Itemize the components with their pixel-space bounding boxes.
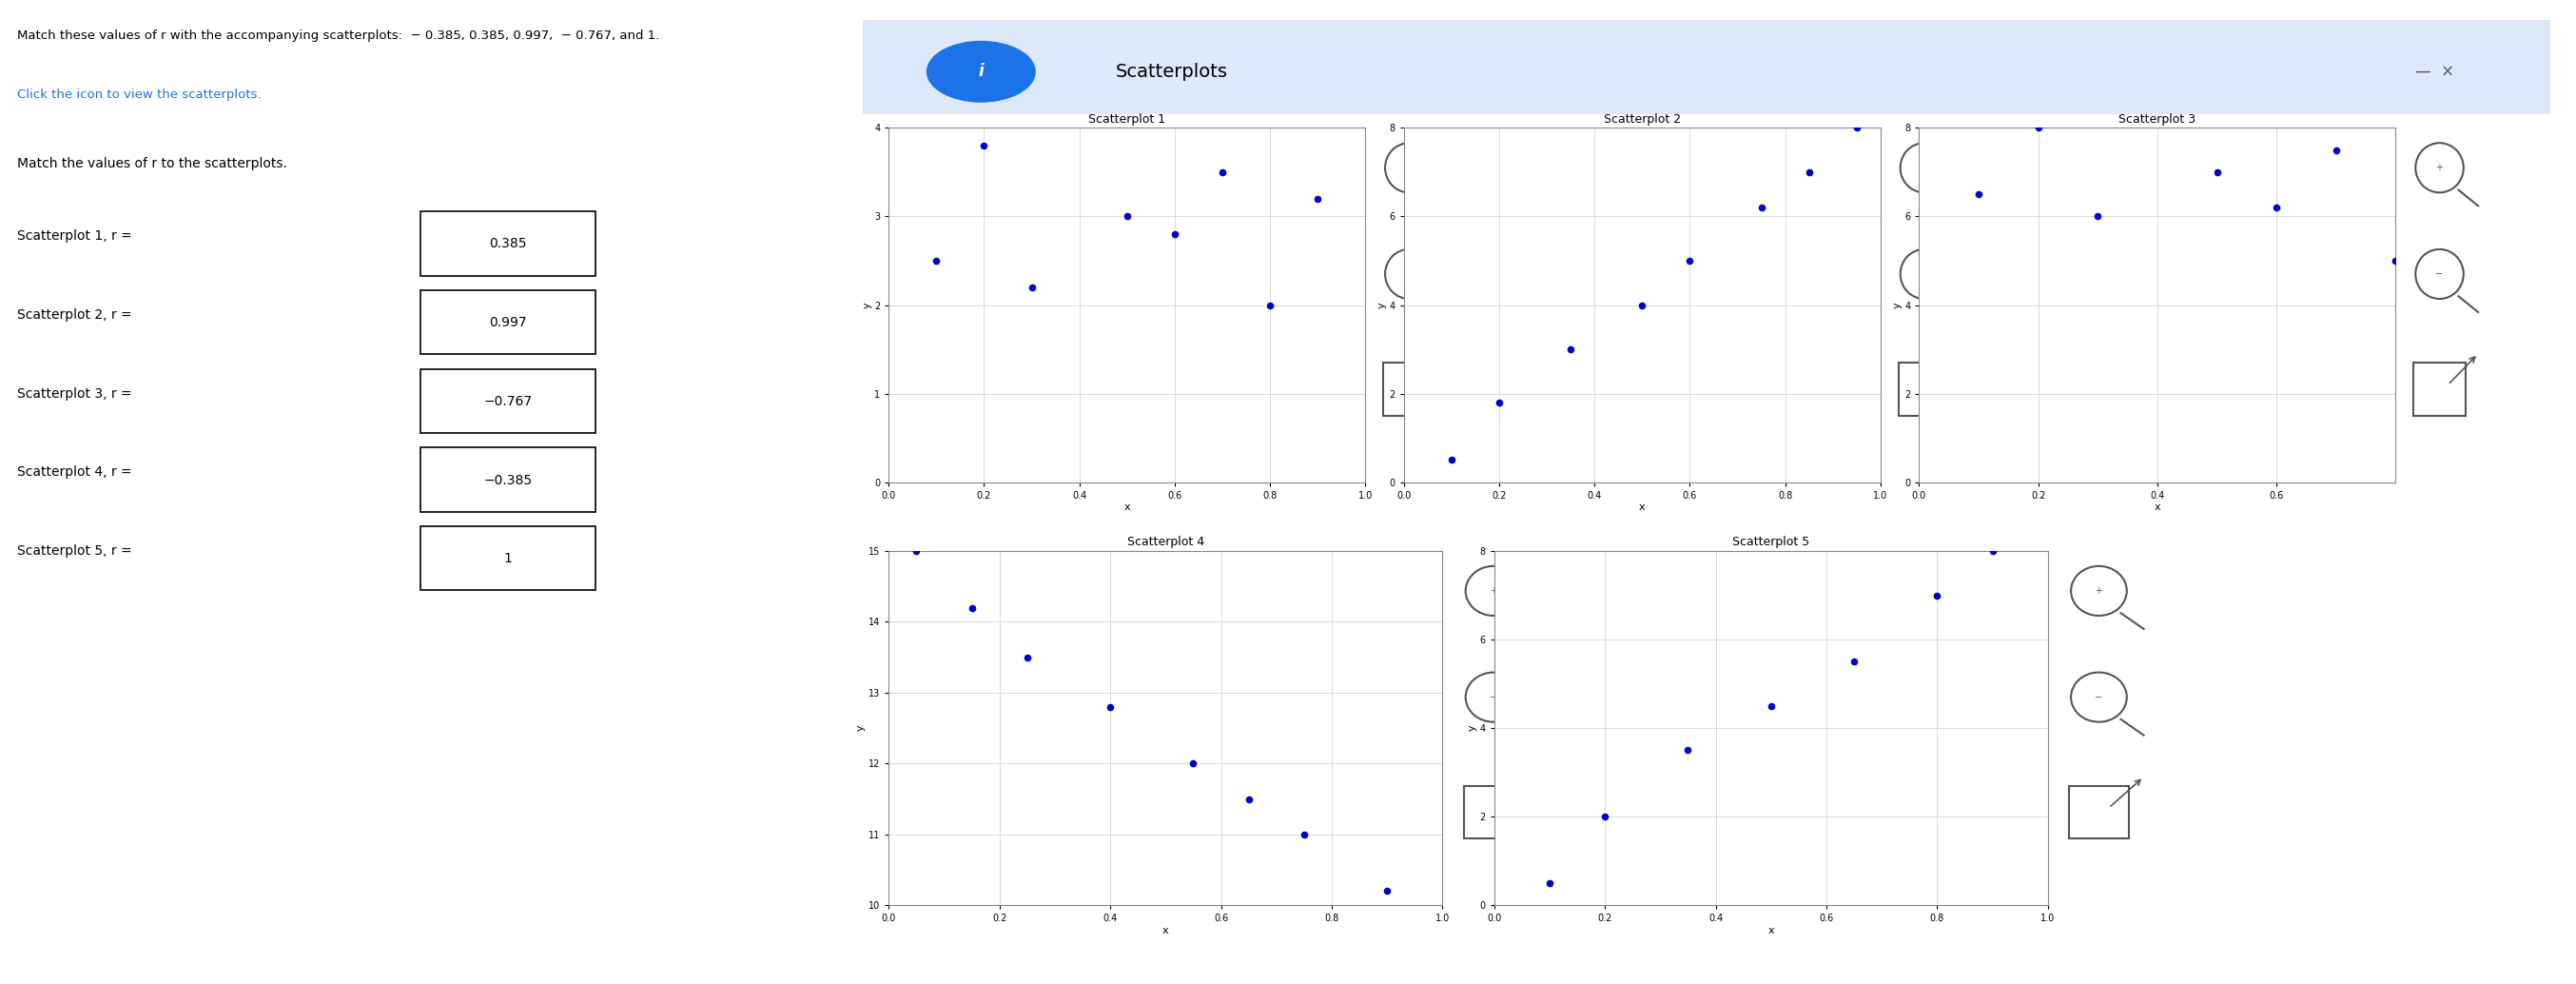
FancyBboxPatch shape [420, 290, 595, 354]
Text: Match these values of r with the accompanying scatterplots:  − 0.385, 0.385, 0.9: Match these values of r with the accompa… [18, 30, 659, 42]
Point [1283, 827, 1324, 842]
Text: −0.385: −0.385 [484, 473, 533, 487]
Point [1958, 186, 1999, 202]
Point [1973, 543, 2014, 559]
Title: Scatterplot 4: Scatterplot 4 [1128, 536, 1203, 549]
Point [1249, 297, 1291, 313]
Title: Scatterplot 3: Scatterplot 3 [2120, 113, 2195, 126]
Point [1669, 253, 1710, 269]
Point [1365, 884, 1406, 899]
Point [2197, 164, 2239, 180]
Point [1667, 742, 1708, 758]
Point [2375, 253, 2416, 269]
Point [917, 253, 958, 269]
Text: Scatterplots: Scatterplots [1115, 63, 1229, 81]
X-axis label: x: x [1123, 503, 1131, 513]
Text: Scatterplot 1, r =: Scatterplot 1, r = [18, 229, 131, 243]
Point [1479, 395, 1520, 410]
FancyBboxPatch shape [863, 20, 2550, 114]
X-axis label: x: x [2154, 503, 2161, 513]
Y-axis label: y: y [863, 302, 871, 308]
Point [2316, 142, 2357, 157]
Point [1108, 209, 1149, 224]
Text: Click the icon to view the scatterplots.: Click the icon to view the scatterplots. [18, 89, 263, 101]
FancyBboxPatch shape [420, 448, 595, 512]
Y-axis label: y: y [1378, 302, 1386, 308]
FancyBboxPatch shape [420, 212, 595, 276]
Y-axis label: y: y [855, 725, 866, 731]
Title: Scatterplot 2: Scatterplot 2 [1605, 113, 1680, 126]
Point [951, 600, 992, 616]
Text: 0.385: 0.385 [489, 237, 526, 251]
Title: Scatterplot 1: Scatterplot 1 [1090, 113, 1164, 126]
Point [1837, 120, 1878, 136]
Circle shape [927, 41, 1036, 102]
Point [1090, 699, 1131, 714]
Point [1788, 164, 1829, 180]
Text: −0.767: −0.767 [484, 395, 533, 408]
Point [1834, 653, 1875, 669]
Point [1154, 226, 1195, 242]
Point [2257, 200, 2298, 215]
Text: Scatterplot 4, r =: Scatterplot 4, r = [18, 465, 131, 479]
Text: 1: 1 [505, 552, 513, 566]
FancyBboxPatch shape [420, 369, 595, 433]
Title: Scatterplot 5: Scatterplot 5 [1731, 536, 1811, 549]
Point [1172, 756, 1213, 771]
Text: Scatterplot 2, r =: Scatterplot 2, r = [18, 308, 131, 322]
Point [1551, 341, 1592, 357]
Point [1623, 297, 1664, 313]
X-axis label: x: x [1767, 926, 1775, 936]
Text: 0.997: 0.997 [489, 316, 528, 330]
Point [1298, 191, 1340, 207]
Point [1229, 791, 1270, 807]
Y-axis label: y: y [1893, 302, 1901, 308]
Text: Scatterplot 3, r =: Scatterplot 3, r = [18, 387, 131, 400]
FancyBboxPatch shape [420, 526, 595, 590]
Point [963, 138, 1005, 154]
Point [1432, 453, 1473, 468]
Text: i: i [979, 63, 984, 81]
Point [2434, 230, 2476, 246]
Point [1200, 164, 1242, 180]
Point [1752, 699, 1793, 714]
Text: —  ×: — × [2416, 63, 2455, 81]
Point [896, 543, 938, 559]
Point [1010, 279, 1051, 295]
Point [1530, 876, 1571, 892]
Point [1007, 649, 1048, 665]
Point [2076, 209, 2117, 224]
Y-axis label: y: y [1468, 725, 1476, 731]
Point [2017, 120, 2058, 136]
Point [1917, 587, 1958, 603]
Point [1741, 200, 1783, 215]
Point [1584, 809, 1625, 825]
X-axis label: x: x [1638, 503, 1646, 513]
Text: Match the values of r to the scatterplots.: Match the values of r to the scatterplot… [18, 157, 289, 171]
Text: Scatterplot 5, r =: Scatterplot 5, r = [18, 544, 131, 558]
X-axis label: x: x [1162, 926, 1170, 936]
